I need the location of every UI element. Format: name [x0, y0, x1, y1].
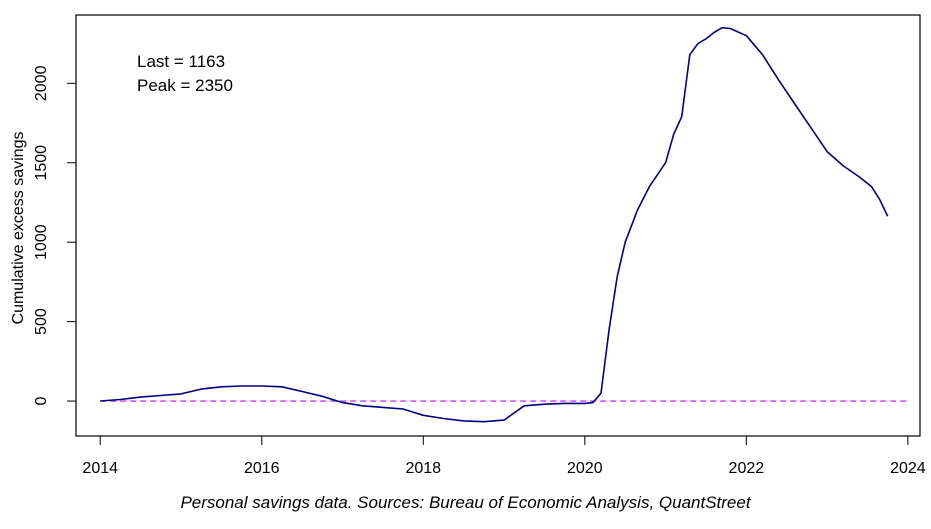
x-tick-label-2022: 2022 — [729, 460, 765, 477]
x-tick-label-2024: 2024 — [890, 460, 926, 477]
y-tick-label-1500: 1500 — [33, 145, 50, 181]
y-tick-label-500: 500 — [33, 308, 50, 335]
annotation-last: Last = 1163 — [137, 52, 225, 71]
annotation-peak: Peak = 2350 — [137, 76, 233, 95]
chart: 2014 2016 2018 2020 2022 2024 0 500 1000 1500 200… — [10, 14, 926, 477]
y-tick-label-1000: 1000 — [33, 224, 50, 260]
x-tick-label-2018: 2018 — [405, 460, 441, 477]
y-axis-title: Cumulative excess savings — [10, 132, 27, 325]
series-line-0 — [100, 26, 889, 423]
x-tick-label-2014: 2014 — [82, 460, 118, 477]
x-axis: 2014 2016 2018 2020 2022 2024 — [82, 435, 926, 477]
y-axis: 0 500 1000 1500 2000 — [33, 65, 77, 406]
y-tick-label-2000: 2000 — [33, 65, 50, 101]
y-tick-label-0: 0 — [33, 397, 50, 406]
x-tick-label-2016: 2016 — [244, 460, 280, 477]
chart-caption: Personal savings data. Sources: Bureau o… — [180, 493, 751, 512]
x-tick-label-2020: 2020 — [567, 460, 603, 477]
